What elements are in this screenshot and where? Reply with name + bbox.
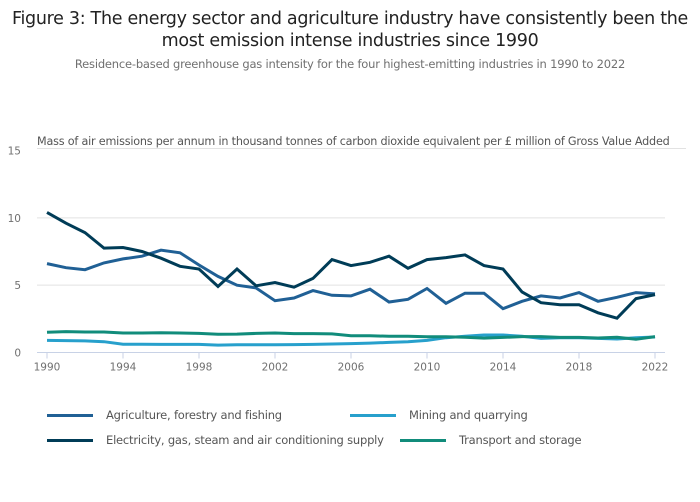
y-axis-label: Mass of air emissions per annum in thous… (37, 135, 670, 148)
y-tick-label: 10 (8, 213, 21, 225)
legend-item-agriculture[interactable]: Agriculture, forestry and fishing (47, 408, 282, 422)
x-tick-label: 2022 (642, 362, 669, 374)
x-tick-label: 2002 (262, 362, 289, 374)
legend-item-mining[interactable]: Mining and quarrying (350, 408, 528, 422)
chart-title: Figure 3: The energy sector and agricult… (11, 9, 689, 51)
y-tick-label: 15 (8, 146, 21, 158)
x-tick-label: 2014 (490, 362, 517, 374)
x-tick-label: 2006 (338, 362, 365, 374)
chart-subtitle: Residence-based greenhouse gas intensity… (74, 57, 626, 71)
x-tick-label: 1990 (34, 362, 61, 374)
series-line-electricity-gas-steam-and-air-conditioning-supply[interactable] (46, 211, 656, 320)
x-tick-label: 1994 (110, 362, 137, 374)
legend-swatch (47, 438, 93, 442)
legend-label: Electricity, gas, steam and air conditio… (106, 433, 384, 447)
legend-label: Transport and storage (459, 433, 582, 447)
gridlines (37, 148, 686, 286)
legend-swatch (400, 438, 446, 442)
legend-swatch (47, 413, 93, 417)
y-tick-label: 0 (14, 348, 21, 360)
legend-item-electricity[interactable]: Electricity, gas, steam and air conditio… (47, 433, 384, 447)
x-tick-label: 1998 (186, 362, 213, 374)
axes: 0 5 10 15 1990 1994 1998 2002 2006 2010 2014 2018 20… (8, 146, 669, 374)
series-layer (46, 211, 656, 347)
y-tick-label: 5 (14, 280, 21, 292)
legend-label: Mining and quarrying (409, 408, 528, 422)
series-line-agriculture-forestry-and-fishing[interactable] (46, 248, 656, 311)
legend-swatch (350, 413, 396, 417)
legend-label: Agriculture, forestry and fishing (106, 408, 282, 422)
series-line-transport-and-storage[interactable] (46, 330, 656, 341)
x-tick-label: 2018 (566, 362, 593, 374)
legend-item-transport[interactable]: Transport and storage (400, 433, 582, 447)
x-tick-label: 2010 (414, 362, 441, 374)
